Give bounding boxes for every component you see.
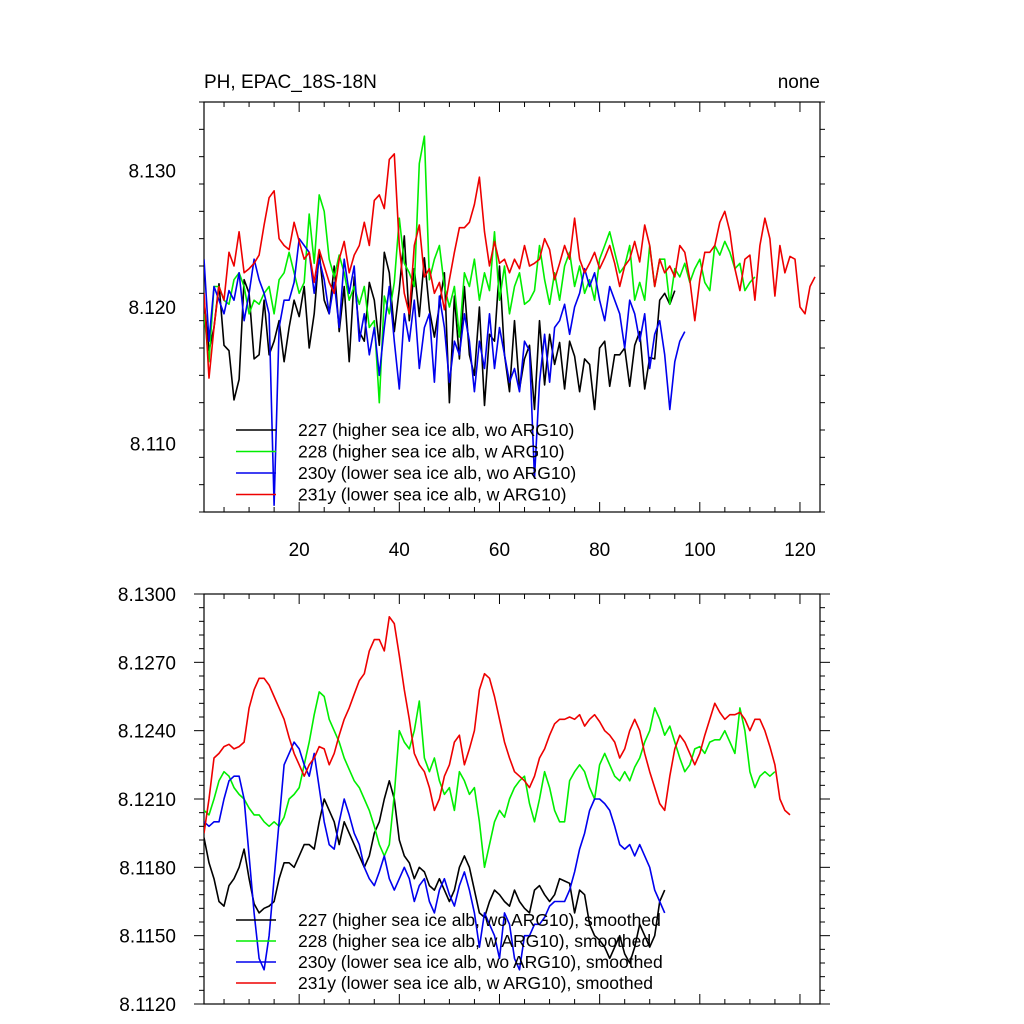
y-tick-label: 8.1180 xyxy=(119,858,176,879)
series-group xyxy=(204,135,816,507)
legend-label: 227 (higher sea ice alb, wo ARG10) xyxy=(298,420,574,440)
x-tick-label: 20 xyxy=(289,540,310,561)
y-tick-label: 8.1150 xyxy=(119,927,176,948)
series-line-227 xyxy=(204,235,676,411)
series-line-228 xyxy=(204,135,756,404)
series-group xyxy=(204,615,791,971)
figure-subtitle-right: none xyxy=(778,72,820,93)
y-tick-label: 8.1300 xyxy=(118,585,176,606)
legend-label: 230y (lower sea ice alb, wo ARG10), smoo… xyxy=(298,952,663,972)
x-tick-label: 120 xyxy=(784,540,816,561)
series-line-230y xyxy=(204,237,686,507)
legend-label: 231y (lower sea ice alb, w ARG10), smoot… xyxy=(298,973,653,993)
legend-label: 230y (lower sea ice alb, wo ARG10) xyxy=(298,463,576,483)
x-tick-label: 40 xyxy=(389,540,410,561)
y-tick-label: 8.1120 xyxy=(119,995,176,1016)
y-tick-label: 8.1240 xyxy=(118,722,176,743)
series-line-230y xyxy=(204,741,666,971)
x-tick-label: 100 xyxy=(684,540,716,561)
y-tick-label: 8.110 xyxy=(130,435,176,456)
series-line-227 xyxy=(204,779,666,964)
x-tick-label: 80 xyxy=(589,540,610,561)
series-line-228 xyxy=(204,691,776,869)
series-line-231y xyxy=(204,153,816,379)
y-tick-label: 8.130 xyxy=(128,161,176,182)
legend-label: 228 (higher sea ice alb, w ARG10) xyxy=(298,442,565,462)
y-tick-label: 8.1270 xyxy=(118,653,176,674)
y-tick-label: 8.1210 xyxy=(118,790,176,811)
legend-label: 231y (lower sea ice alb, w ARG10) xyxy=(298,485,566,505)
legend-label: 227 (higher sea ice alb, wo ARG10), smoo… xyxy=(298,910,661,930)
figure-title: PH, EPAC_18S-18N xyxy=(204,72,377,93)
series-line-231y xyxy=(204,615,791,834)
y-tick-label: 8.120 xyxy=(128,298,176,319)
bottom-line-chart: 8.1120 8.1150 8.1180 8.1210 8.1240 8.1270 8.13… xyxy=(118,585,830,1016)
legend-label: 228 (higher sea ice alb, w ARG10), smoot… xyxy=(298,931,651,951)
x-tick-label: 60 xyxy=(489,540,510,561)
top-line-chart: 20 40 60 80 100 120 8.110 8.120 8.130 227 (higher… xyxy=(128,101,825,561)
